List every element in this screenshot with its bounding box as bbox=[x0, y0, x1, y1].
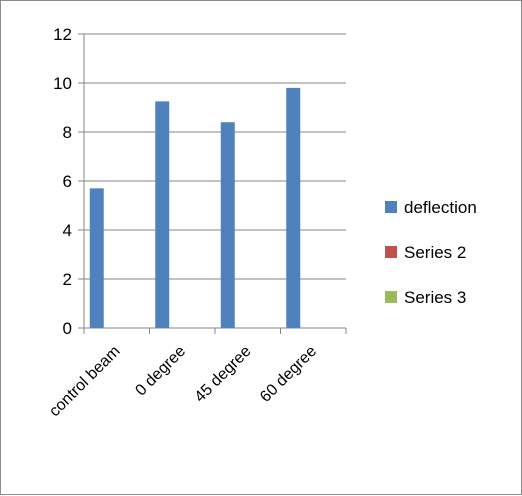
y-tick-label: 8 bbox=[63, 123, 72, 142]
y-tick-label: 0 bbox=[63, 319, 72, 338]
y-tick-label: 12 bbox=[53, 25, 72, 44]
x-tick-label: 45 degree bbox=[192, 343, 255, 406]
y-tick-label: 10 bbox=[53, 74, 72, 93]
bar-control-beam bbox=[89, 188, 104, 328]
bars bbox=[89, 87, 301, 329]
legend: deflection Series 2 Series 3 bbox=[385, 198, 477, 307]
legend-swatch bbox=[385, 201, 397, 213]
bar-0-degree bbox=[155, 101, 170, 328]
y-tick-label: 4 bbox=[63, 221, 72, 240]
y-tick-label: 2 bbox=[63, 270, 72, 289]
axes bbox=[78, 33, 347, 334]
legend-label: Series 3 bbox=[404, 288, 466, 307]
x-tick-label: 60 degree bbox=[257, 343, 320, 406]
y-tick-label: 6 bbox=[63, 172, 72, 191]
x-tick-label: control beam bbox=[46, 343, 123, 420]
legend-label: deflection bbox=[404, 198, 477, 217]
gridlines bbox=[84, 33, 346, 280]
legend-label: Series 2 bbox=[404, 243, 466, 262]
tick-labels: 0 2 4 6 8 10 12 control beam 0 degree 45 degree 60… bbox=[46, 25, 320, 420]
bar-45-degree bbox=[220, 122, 235, 328]
x-tick-label: 0 degree bbox=[132, 343, 189, 400]
bar-60-degree bbox=[286, 87, 301, 329]
legend-swatch bbox=[385, 291, 397, 303]
legend-swatch bbox=[385, 246, 397, 258]
